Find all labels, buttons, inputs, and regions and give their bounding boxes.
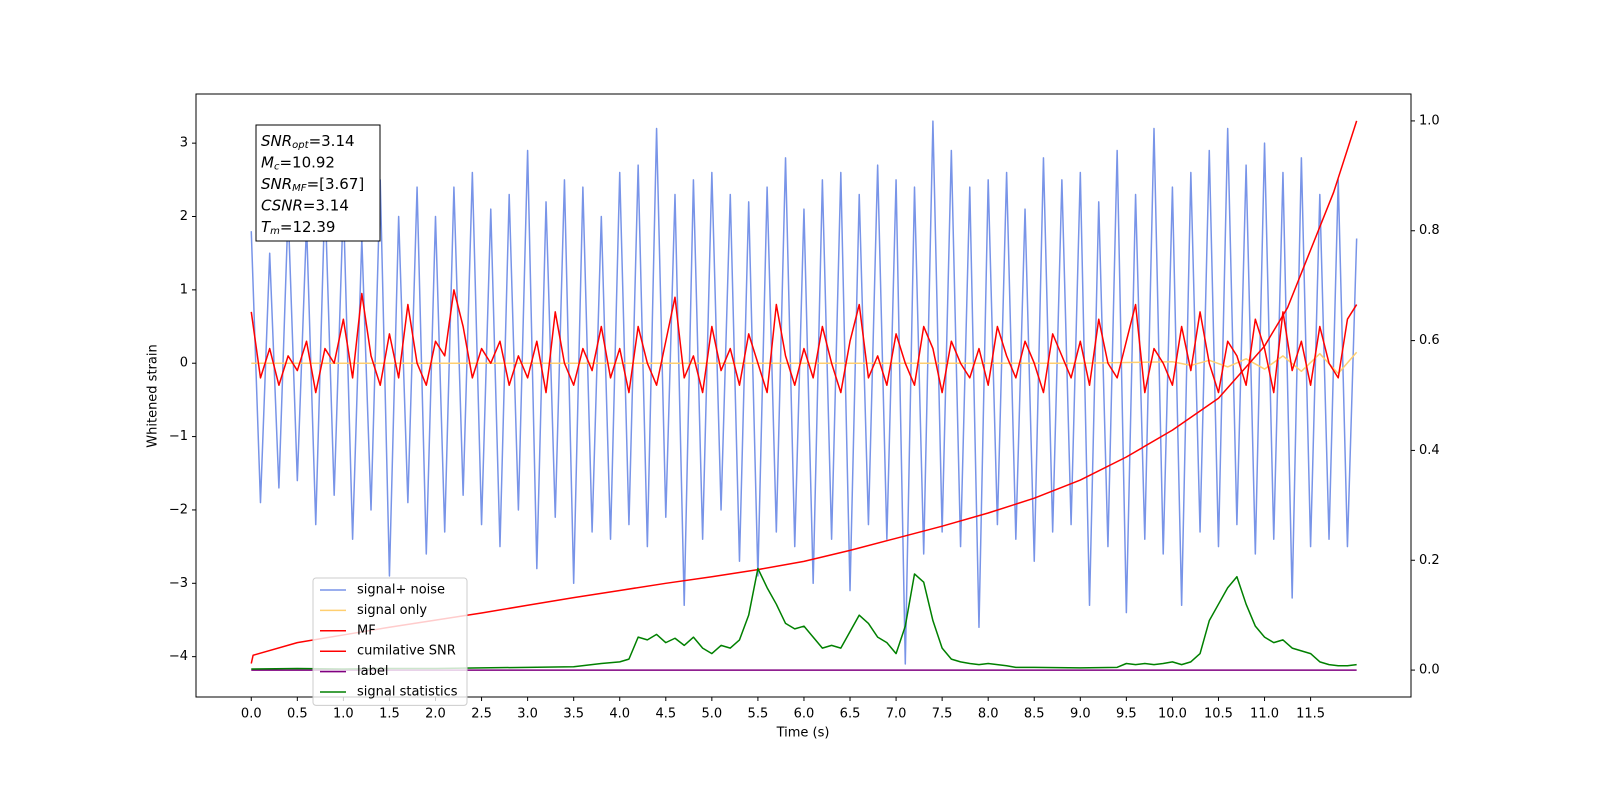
y2-tick-label: 0.0: [1419, 663, 1440, 678]
x-tick-label: 8.0: [978, 707, 999, 722]
annotation-symbol: CSNR: [261, 196, 303, 214]
y2-tick-label: 0.2: [1419, 553, 1440, 568]
annotation-symbol: SNR: [261, 175, 292, 193]
x-tick-label: 5.5: [748, 707, 769, 722]
annotation-sub: opt: [292, 140, 309, 151]
x-tick-label: 9.5: [1116, 707, 1137, 722]
y-tick-label: 0: [180, 356, 188, 371]
y2-tick-label: 0.8: [1419, 223, 1440, 238]
x-tick-label: 1.5: [379, 707, 400, 722]
annotation-symbol: T: [261, 218, 272, 236]
y-tick-label: 1: [180, 282, 188, 297]
annotation-box: SNRopt=3.14Mc=10.92SNRMF=[3.67]CSNR=3.14…: [255, 124, 381, 242]
x-tick-label: 9.0: [1070, 707, 1091, 722]
annotation-sub: m: [270, 226, 280, 237]
series-line: [250, 289, 1358, 394]
y-axis-label: Whitened strain: [146, 344, 161, 447]
x-tick-label: 10.0: [1158, 707, 1187, 722]
legend-label: MF: [357, 623, 376, 638]
x-tick-label: 2.5: [471, 707, 492, 722]
y-tick-label: 2: [180, 209, 188, 224]
legend-label: signal+ noise: [357, 583, 445, 598]
y2-tick-label: 0.6: [1419, 333, 1440, 348]
x-tick-label: 4.5: [655, 707, 676, 722]
annotation: Tm=12.39: [261, 218, 335, 238]
annotation-frame: [255, 124, 381, 242]
x-tick-label: 2.0: [425, 707, 446, 722]
annotation-sub: c: [274, 162, 280, 173]
x-axis-label: Time (s): [776, 726, 830, 741]
x-tick-label: 3.5: [563, 707, 584, 722]
x-tick-label: 6.0: [794, 707, 815, 722]
series-line: [250, 120, 1358, 665]
x-tick-label: 11.0: [1250, 707, 1279, 722]
y-tick-label: 3: [180, 136, 188, 151]
x-tick-label: 6.5: [840, 707, 861, 722]
legend-label: cumilative SNR: [357, 644, 456, 659]
x-tick-label: 1.0: [333, 707, 354, 722]
x-tick-label: 10.5: [1204, 707, 1233, 722]
annotation: SNRopt=3.14: [261, 132, 355, 152]
y2-tick-label: 1.0: [1419, 113, 1440, 128]
legend: signal+ noise signal only MF cumilative SNR…: [312, 577, 468, 706]
x-tick-label: 7.5: [932, 707, 953, 722]
x-tick-label: 7.0: [886, 707, 907, 722]
annotation-text: =12.39: [280, 218, 336, 236]
y-tick-label: −1: [169, 429, 188, 444]
x-tick-label: 4.0: [609, 707, 630, 722]
y-tick-label: −2: [169, 502, 188, 517]
annotation: SNRMF=[3.67]: [261, 175, 364, 195]
series-line: [251, 567, 1357, 670]
x-tick-label: 8.5: [1024, 707, 1045, 722]
annotation: Mc=10.92: [261, 153, 335, 173]
y-tick-label: −3: [169, 576, 188, 591]
x-tick-label: 5.0: [702, 707, 723, 722]
annotation-text: =3.14: [303, 196, 349, 214]
annotation-text: =3.14: [309, 132, 355, 150]
annotation-symbol: M: [261, 153, 274, 171]
annotation: CSNR=3.14: [261, 196, 349, 214]
x-tick-label: 3.0: [517, 707, 538, 722]
y-tick-label: −4: [169, 649, 188, 664]
x-tick-label: 11.5: [1296, 707, 1325, 722]
legend-label: signal statistics: [357, 685, 458, 700]
legend-frame: [312, 577, 468, 706]
annotation-text: =[3.67]: [307, 175, 365, 193]
annotation-text: =10.92: [279, 153, 335, 171]
annotation-sub: MF: [292, 183, 307, 194]
x-tick-label: 0.5: [287, 707, 308, 722]
x-tick-label: 0.0: [241, 707, 262, 722]
annotation-symbol: SNR: [261, 132, 292, 150]
y2-tick-label: 0.4: [1419, 443, 1440, 458]
legend-label: signal only: [357, 603, 427, 618]
legend-label: label: [357, 664, 388, 679]
